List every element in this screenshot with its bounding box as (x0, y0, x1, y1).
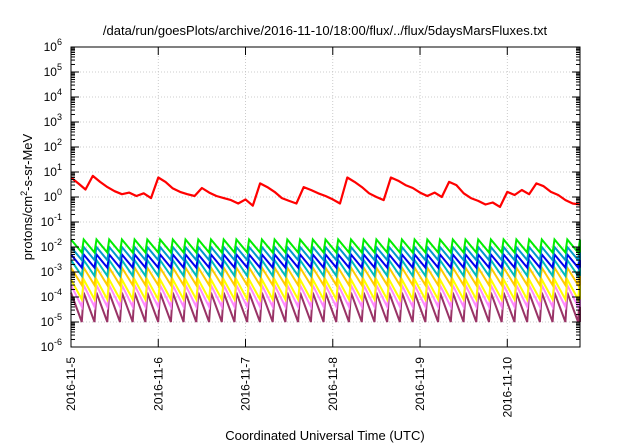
y-tick-label: 10-1 (41, 212, 62, 229)
y-tick-label: 10-3 (41, 262, 62, 279)
y-tick-label: 10-2 (41, 237, 62, 254)
series-layer (70, 174, 581, 323)
y-tick-label: 106 (44, 37, 62, 54)
x-tick-label: 2016-11-8 (326, 357, 340, 411)
y-tick-label: 10-4 (41, 287, 62, 304)
y-tick-label: 105 (44, 62, 62, 79)
x-tick-label: 2016-11-5 (64, 357, 78, 411)
y-axis-label-sup: 2 (19, 191, 29, 196)
y-tick-label: 104 (44, 87, 62, 104)
x-tick-label: 2016-11-10 (500, 357, 514, 418)
y-tick-label: 101 (44, 162, 62, 179)
x-tick-label: 2016-11-7 (239, 357, 253, 411)
x-tick-labels: 2016-11-5 2016-11-6 2016-11-7 2016-11-8 2016… (64, 357, 514, 418)
red-flux-series-line (70, 174, 581, 208)
y-tick-label: 103 (44, 112, 62, 129)
x-tick-label: 2016-11-6 (151, 357, 165, 411)
y-axis-label: protons/cm2-s-sr-MeV (19, 133, 35, 260)
y-tick-label: 102 (44, 137, 62, 154)
flux-series-line (70, 252, 581, 270)
y-tick-label: 10-6 (41, 337, 62, 354)
x-tick-label: 2016-11-9 (413, 357, 427, 411)
flux-series-line (70, 292, 581, 323)
y-axis-label-post: -s-sr-MeV (20, 133, 35, 190)
flux-series-line (70, 276, 581, 303)
ticks (70, 46, 580, 348)
flux-series-line (70, 237, 581, 255)
y-tick-label: 100 (44, 187, 62, 204)
flux-series-line (70, 244, 581, 263)
y-axis-label-pre: protons/cm (20, 196, 35, 260)
chart-title: /data/run/goesPlots/archive/2016-11-10/1… (103, 23, 548, 38)
x-axis-label: Coordinated Universal Time (UTC) (225, 428, 424, 443)
y-tick-label: 10-5 (41, 312, 62, 329)
y-tick-labels: 10-6 10-5 10-4 10-3 10-2 10-1 100 101 102 103 104 1… (41, 37, 62, 354)
